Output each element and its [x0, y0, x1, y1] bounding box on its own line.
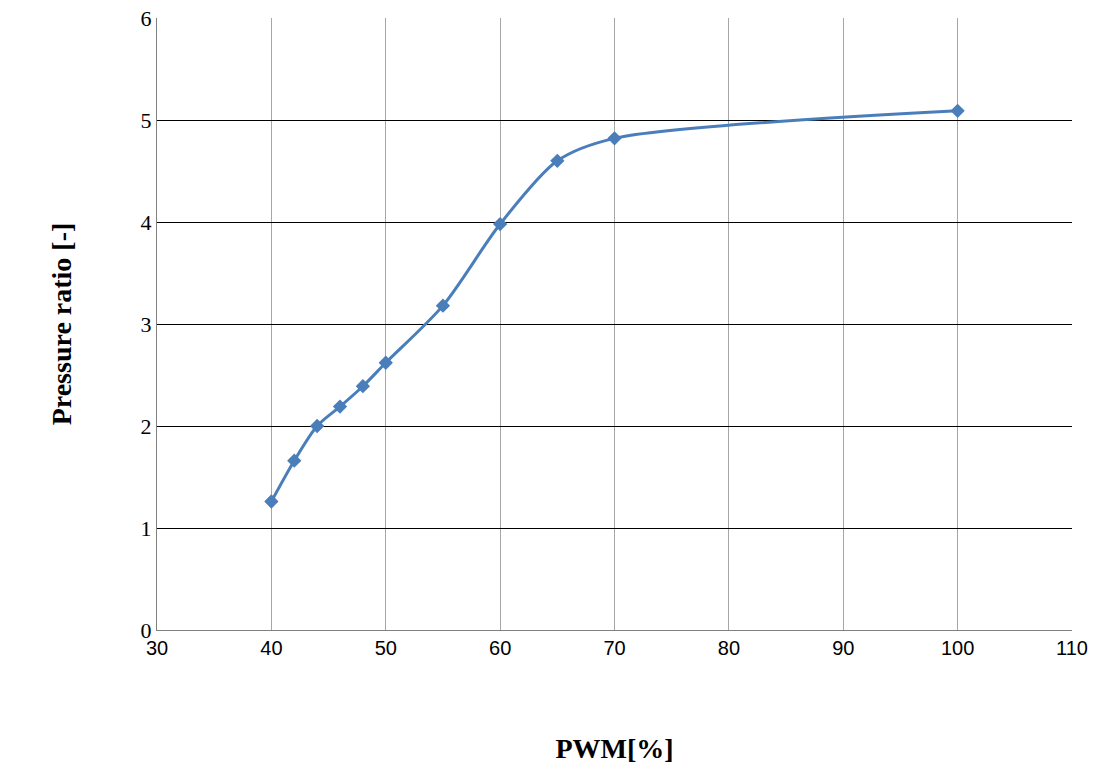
svg-text:50: 50 — [375, 637, 397, 659]
svg-text:Pressure ratio [-]: Pressure ratio [-] — [46, 223, 77, 426]
svg-text:6: 6 — [141, 6, 152, 31]
svg-text:5: 5 — [141, 108, 152, 133]
svg-text:30: 30 — [146, 637, 168, 659]
svg-text:4: 4 — [141, 210, 152, 235]
svg-text:PWM[%]: PWM[%] — [555, 733, 673, 764]
svg-text:40: 40 — [260, 637, 282, 659]
svg-text:0: 0 — [141, 618, 152, 643]
svg-text:70: 70 — [603, 637, 625, 659]
svg-text:1: 1 — [141, 516, 152, 541]
svg-text:110: 110 — [1056, 637, 1088, 659]
svg-text:80: 80 — [718, 637, 740, 659]
svg-text:100: 100 — [941, 637, 974, 659]
svg-text:2: 2 — [141, 414, 152, 439]
svg-text:60: 60 — [489, 637, 511, 659]
svg-text:3: 3 — [141, 312, 152, 337]
svg-text:90: 90 — [832, 637, 854, 659]
